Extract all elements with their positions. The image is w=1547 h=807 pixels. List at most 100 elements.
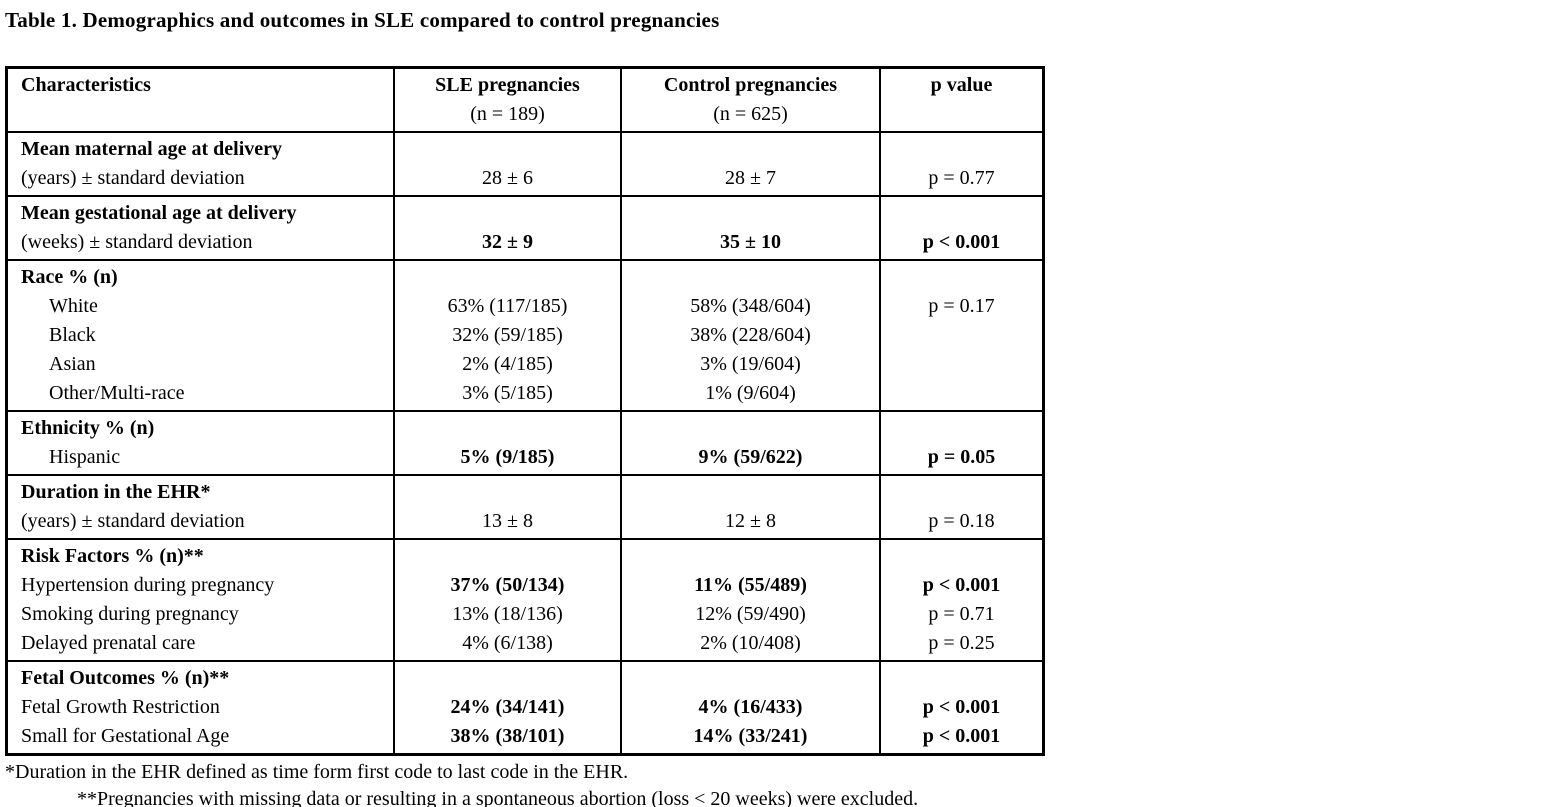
text-line: Mean maternal age at delivery xyxy=(21,138,283,160)
cell-mean-gestational-age-at-delivery-p: p < 0.001 xyxy=(879,197,1042,259)
text-line: p < 0.001 xyxy=(922,725,1001,747)
text-line: 5% (9/185) xyxy=(460,446,555,468)
cell-fetal-outcomes-p: p < 0.001 p < 0.001 xyxy=(879,662,1042,753)
text-line: (years) ± standard deviation xyxy=(21,510,245,532)
text-line: 11% (55/489) xyxy=(694,574,807,596)
table-row-mean-maternal-age-at-delivery: Mean maternal age at delivery (years) ± s… xyxy=(8,131,1042,195)
cell-mean-maternal-age-at-delivery-label: Mean maternal age at delivery (years) ± s… xyxy=(8,133,393,195)
text-line: 1% (9/604) xyxy=(705,382,796,404)
text-line: p value xyxy=(930,74,993,96)
cell-mean-gestational-age-at-delivery-label: Mean gestational age at delivery (weeks) … xyxy=(8,197,393,259)
text-line: p = 0.25 xyxy=(928,632,995,654)
cell-duration-in-the-ehr-label: Duration in the EHR* (years) ± standard d… xyxy=(8,476,393,538)
text-line: 58% (348/604) xyxy=(690,295,811,317)
text-line: 2% (4/185) xyxy=(462,353,553,375)
text-line: 2% (10/408) xyxy=(700,632,801,654)
table-row-fetal-outcomes: Fetal Outcomes % (n)** Fetal Growth Restr… xyxy=(8,660,1042,753)
cell-header-sle: SLE pregnancies (n = 189) xyxy=(393,69,620,131)
cell-fetal-outcomes-label: Fetal Outcomes % (n)** Fetal Growth Restr… xyxy=(8,662,393,753)
cell-mean-maternal-age-at-delivery-control: 28 ± 7 xyxy=(620,133,879,195)
text-line: 35 ± 10 xyxy=(720,231,781,253)
cell-race-sle: 63% (117/185) 32% (59/185) 2% (4/185) 3% (5… xyxy=(393,261,620,410)
table-row-duration-in-the-ehr: Duration in the EHR* (years) ± standard d… xyxy=(8,474,1042,538)
text-line: 28 ± 7 xyxy=(725,167,776,189)
text-line: Other/Multi-race xyxy=(49,382,185,404)
text-line xyxy=(626,135,875,164)
cell-race-label: Race % (n) White Black Asian Other/Multi-rac… xyxy=(8,261,393,410)
text-line xyxy=(885,263,1038,292)
text-line: Asian xyxy=(49,353,96,375)
table-row-header: Characteristics SLE pregnancies (n = 189) C… xyxy=(8,69,1042,131)
text-line: p < 0.001 xyxy=(922,231,1001,253)
text-line: p < 0.001 xyxy=(922,574,1001,596)
text-line: Smoking during pregnancy xyxy=(21,603,239,625)
cell-fetal-outcomes-sle: 24% (34/141) 38% (38/101) xyxy=(393,662,620,753)
text-line: Fetal Outcomes % (n)** xyxy=(21,667,230,689)
text-line xyxy=(399,414,616,443)
text-line xyxy=(885,135,1038,164)
text-line: Hypertension during pregnancy xyxy=(21,574,275,596)
text-line: 63% (117/185) xyxy=(447,295,568,317)
text-line: 4% (6/138) xyxy=(462,632,553,654)
text-line: 32% (59/185) xyxy=(452,324,563,346)
text-line: (years) ± standard deviation xyxy=(21,167,245,189)
cell-ethnicity-sle: 5% (9/185) xyxy=(393,412,620,474)
cell-mean-gestational-age-at-delivery-sle: 32 ± 9 xyxy=(393,197,620,259)
text-line: p = 0.77 xyxy=(928,167,995,189)
text-line xyxy=(399,199,616,228)
table-row-ethnicity: Ethnicity % (n) Hispanic 5% (9/185) 9% (59/… xyxy=(8,410,1042,474)
text-line: Black xyxy=(49,324,96,346)
text-line: 3% (19/604) xyxy=(700,353,801,375)
cell-ethnicity-p: p = 0.05 xyxy=(879,412,1042,474)
footnotes: *Duration in the EHR defined as time for… xyxy=(5,759,1547,807)
text-line: Race % (n) xyxy=(21,266,118,288)
cell-header-control: Control pregnancies (n = 625) xyxy=(620,69,879,131)
text-line: 13 ± 8 xyxy=(482,510,533,532)
text-line: Control pregnancies xyxy=(663,74,838,96)
text-line: 12% (59/490) xyxy=(695,603,806,625)
text-line xyxy=(885,542,1038,571)
text-line xyxy=(399,542,616,571)
text-line xyxy=(399,664,616,693)
text-line: (weeks) ± standard deviation xyxy=(21,231,253,253)
cell-ethnicity-control: 9% (59/622) xyxy=(620,412,879,474)
text-line: 14% (33/241) xyxy=(693,725,808,747)
cell-ethnicity-label: Ethnicity % (n) Hispanic xyxy=(8,412,393,474)
cell-fetal-outcomes-control: 4% (16/433) 14% (33/241) xyxy=(620,662,879,753)
cell-duration-in-the-ehr-control: 12 ± 8 xyxy=(620,476,879,538)
text-line: SLE pregnancies xyxy=(435,74,580,96)
cell-duration-in-the-ehr-sle: 13 ± 8 xyxy=(393,476,620,538)
text-line: Hispanic xyxy=(49,446,121,468)
cell-header-p: p value xyxy=(879,69,1042,131)
text-line: (n = 189) xyxy=(470,103,545,125)
text-line xyxy=(885,664,1038,693)
text-line: Ethnicity % (n) xyxy=(21,417,155,439)
text-line: p = 0.18 xyxy=(928,510,995,532)
text-line: Small for Gestational Age xyxy=(21,725,230,747)
text-line: Risk Factors % (n)** xyxy=(21,545,204,567)
text-line xyxy=(626,542,875,571)
text-line: p < 0.001 xyxy=(922,696,1001,718)
cell-risk-factors-label: Risk Factors % (n)** Hypertension during … xyxy=(8,540,393,660)
table-row-race: Race % (n) White Black Asian Other/Multi-rac… xyxy=(8,259,1042,410)
cell-risk-factors-p: p < 0.001 p = 0.71 p = 0.25 xyxy=(879,540,1042,660)
text-line xyxy=(626,414,875,443)
text-line xyxy=(885,414,1038,443)
footnote-exclusions: **Pregnancies with missing data or resul… xyxy=(77,788,919,807)
cell-risk-factors-control: 11% (55/489) 12% (59/490) 2% (10/408) xyxy=(620,540,879,660)
table-title: Table 1. Demographics and outcomes in SL… xyxy=(5,8,720,32)
text-line: Duration in the EHR* xyxy=(21,481,211,503)
text-line: 37% (50/134) xyxy=(450,574,565,596)
text-line: 32 ± 9 xyxy=(482,231,533,253)
text-line xyxy=(399,263,616,292)
cell-risk-factors-sle: 37% (50/134) 13% (18/136) 4% (6/138) xyxy=(393,540,620,660)
text-line xyxy=(626,664,875,693)
cell-race-p: p = 0.17 xyxy=(879,261,1042,410)
text-line xyxy=(399,135,616,164)
text-line: Characteristics xyxy=(21,74,151,96)
text-line xyxy=(626,263,875,292)
text-line: 38% (38/101) xyxy=(450,725,565,747)
cell-mean-maternal-age-at-delivery-p: p = 0.77 xyxy=(879,133,1042,195)
cell-header-label: Characteristics xyxy=(8,69,393,131)
